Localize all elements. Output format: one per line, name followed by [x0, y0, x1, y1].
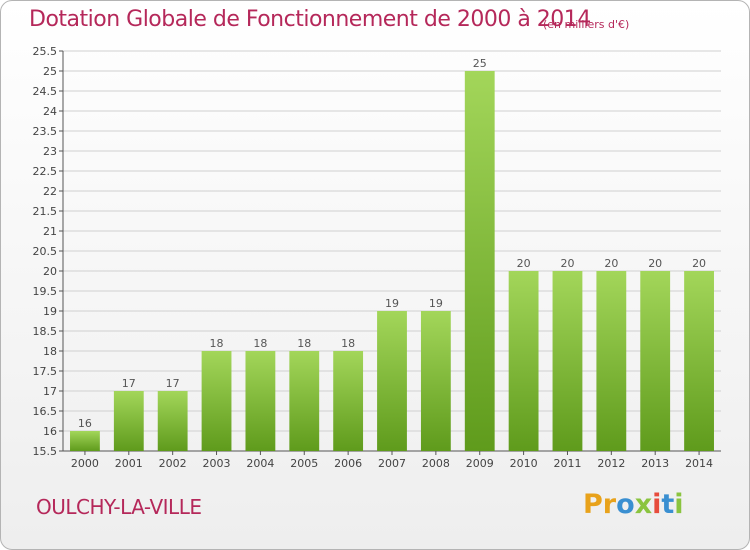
- x-tick-label: 2001: [115, 457, 143, 470]
- chart-unit: (en milliers d'€): [543, 18, 630, 31]
- bar-2010: [508, 271, 539, 451]
- x-tick-label: 2010: [510, 457, 538, 470]
- proxiti-logo[interactable]: Proxiti: [583, 489, 684, 520]
- x-tick-label: 2007: [378, 457, 406, 470]
- y-tick-label: 25.5: [33, 45, 58, 58]
- x-tick-label: 2002: [159, 457, 187, 470]
- y-tick-label: 21.5: [33, 205, 58, 218]
- y-tick-label: 20: [43, 265, 57, 278]
- logo-letter: r: [602, 489, 617, 520]
- bar-2002: [157, 391, 188, 451]
- y-tick-label: 18: [43, 345, 57, 358]
- bar-value-label: 18: [341, 337, 355, 350]
- logo-letter: t: [661, 489, 675, 520]
- bar-value-label: 17: [122, 377, 136, 390]
- logo-letter: x: [634, 489, 653, 520]
- y-tick-label: 16: [43, 425, 57, 438]
- y-tick-label: 20.5: [33, 245, 58, 258]
- x-tick-label: 2006: [334, 457, 362, 470]
- bar-value-label: 17: [166, 377, 180, 390]
- y-tick-label: 24.5: [33, 85, 58, 98]
- bar-value-label: 19: [429, 297, 443, 310]
- y-tick-label: 19.5: [33, 285, 58, 298]
- x-tick-label: 2012: [597, 457, 625, 470]
- commune-name: OULCHY-LA-VILLE: [36, 495, 202, 519]
- y-tick-label: 17: [43, 385, 57, 398]
- bar-2003: [201, 351, 232, 451]
- x-tick-label: 2005: [290, 457, 318, 470]
- bar-2013: [640, 271, 671, 451]
- x-tick-label: 2009: [466, 457, 494, 470]
- bar-2007: [377, 311, 407, 451]
- bars: [70, 71, 714, 451]
- bar-2009: [464, 71, 495, 451]
- bar-2005: [289, 351, 320, 451]
- y-tick-labels: 15.5 16 16.5 17 17.5 18 18.5 19 19.5 20 20.5 21 21.5…: [33, 45, 58, 458]
- bar-value-label: 20: [517, 257, 531, 270]
- x-tick-label: 2008: [422, 457, 450, 470]
- x-tick-label: 2013: [641, 457, 669, 470]
- x-tick-label: 2004: [246, 457, 274, 470]
- chart-title: Dotation Globale de Fonctionnement de 20…: [29, 7, 591, 32]
- bar-2012: [596, 271, 627, 451]
- y-tick-label: 16.5: [33, 405, 58, 418]
- bar-2004: [245, 351, 276, 451]
- x-tick-label: 2003: [203, 457, 231, 470]
- bar-2006: [333, 351, 364, 451]
- bar-value-label: 18: [253, 337, 267, 350]
- logo-letter: i: [652, 489, 662, 520]
- y-tick-label: 23: [43, 145, 57, 158]
- y-tick-label: 22: [43, 185, 57, 198]
- x-tick-labels: 2000 2001 2002 2003 2004 2005 2006 2007 2008 2009…: [71, 457, 713, 470]
- bar-value-label: 20: [692, 257, 706, 270]
- bar-value-label: 19: [385, 297, 399, 310]
- bar-value-label: 20: [560, 257, 574, 270]
- y-tick-label: 18.5: [33, 325, 58, 338]
- x-tick-label: 2000: [71, 457, 99, 470]
- bar-value-label: 20: [604, 257, 618, 270]
- bar-value-label: 18: [210, 337, 224, 350]
- bar-value-label: 20: [648, 257, 662, 270]
- x-tick-label: 2011: [553, 457, 581, 470]
- y-tick-label: 24: [43, 105, 57, 118]
- logo-letter: o: [616, 489, 635, 520]
- bar-2001: [113, 391, 144, 451]
- y-tick-label: 19: [43, 305, 57, 318]
- y-tick-label: 17.5: [33, 365, 58, 378]
- y-tick-label: 23.5: [33, 125, 58, 138]
- bar-value-labels: 16 17 17 18 18 18 18 19 19 25 20 20 20 20 20: [78, 57, 706, 430]
- y-tick-label: 25: [43, 65, 57, 78]
- logo-letter: P: [583, 489, 603, 520]
- bar-value-label: 25: [473, 57, 487, 70]
- bar-value-label: 18: [297, 337, 311, 350]
- bar-value-label: 16: [78, 417, 92, 430]
- logo-letter: i: [674, 489, 684, 520]
- bar-2011: [552, 271, 583, 451]
- bar-2008: [420, 311, 451, 451]
- bar-2000: [70, 431, 100, 451]
- y-tick-label: 15.5: [33, 445, 58, 458]
- y-tick-label: 21: [43, 225, 57, 238]
- x-tick-label: 2014: [685, 457, 713, 470]
- bar-2014: [684, 271, 714, 451]
- y-tick-label: 22.5: [33, 165, 58, 178]
